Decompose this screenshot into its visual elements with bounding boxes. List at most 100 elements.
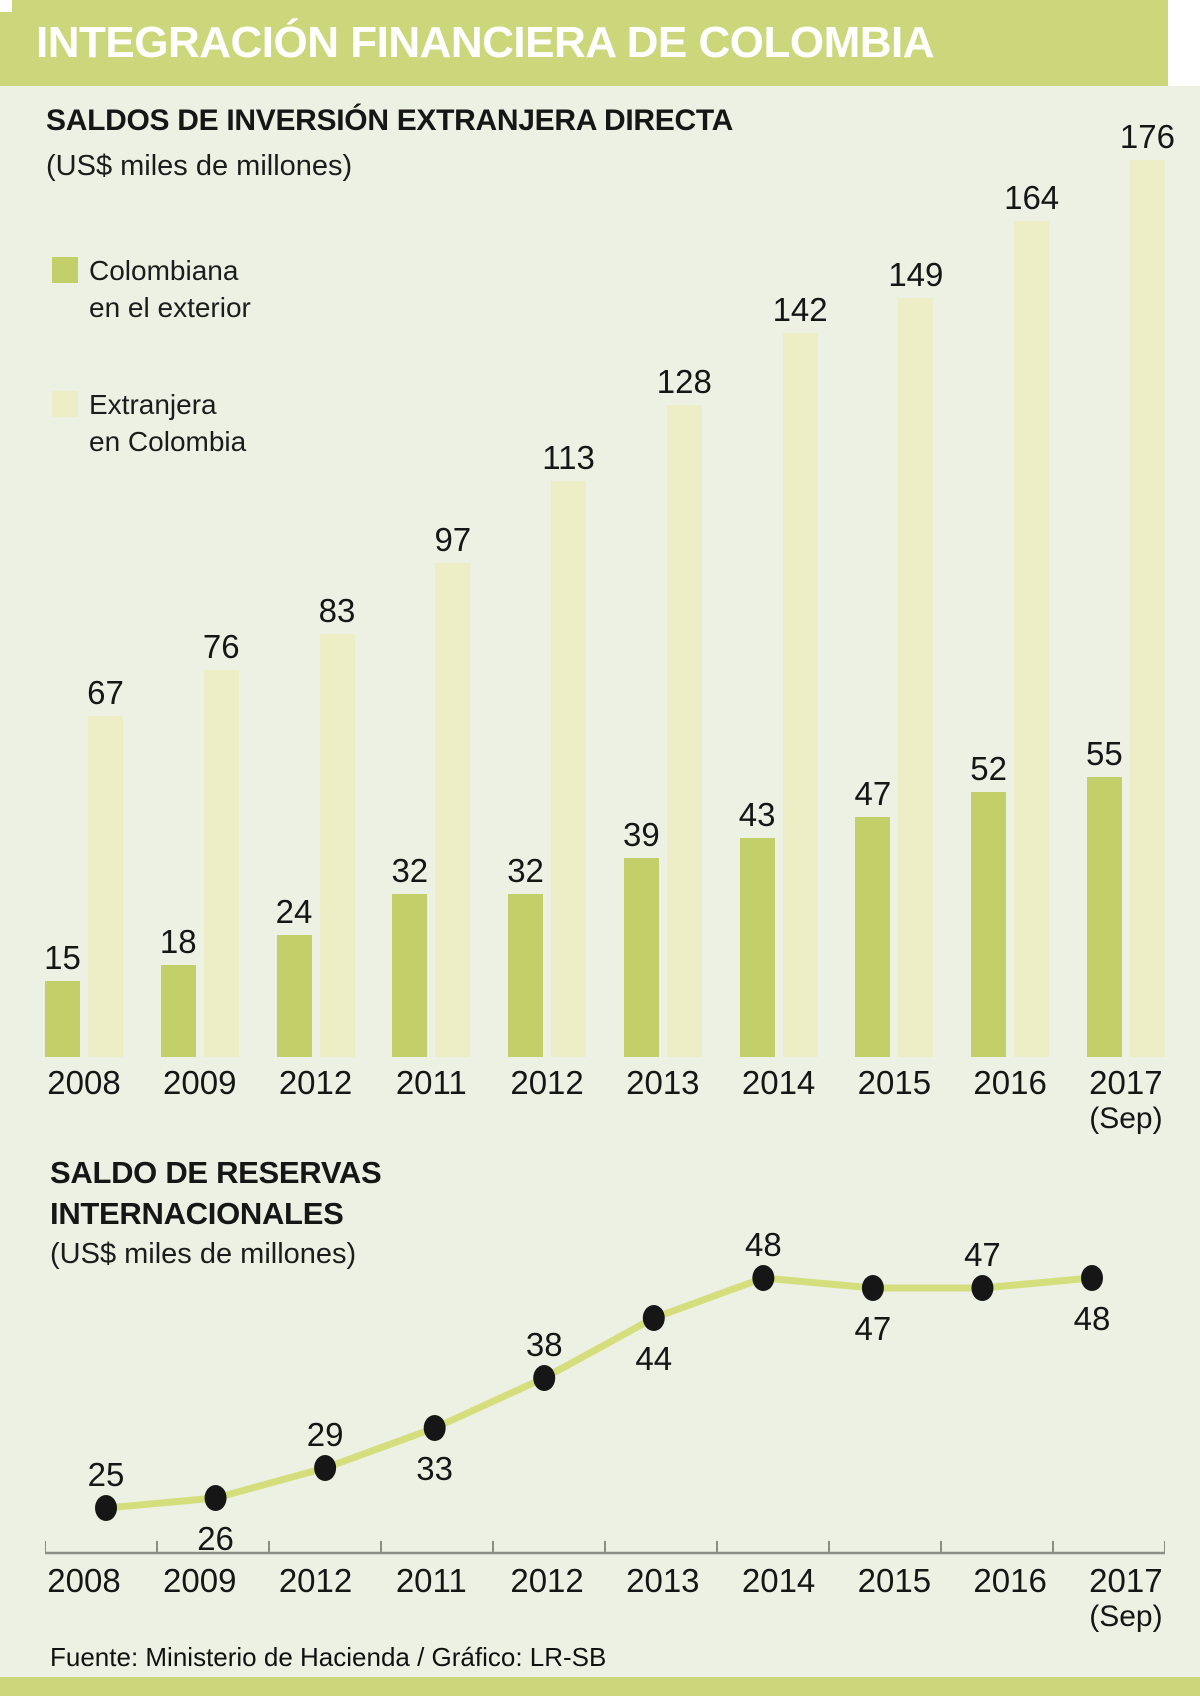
data-point-2016 — [971, 1275, 994, 1301]
bar-value-label: 97 — [434, 521, 472, 558]
bar-extranjera-2012 — [551, 481, 587, 1057]
source-credit: Fuente: Ministerio de Hacienda / Gráfico… — [50, 1642, 607, 1672]
bar-chart-title: SALDOS DE INVERSIÓN EXTRANJERA DIRECTA — [46, 104, 734, 137]
bar-value-label: 128 — [656, 363, 712, 400]
bar-value-label: 15 — [44, 939, 81, 976]
bar-value-label: 149 — [888, 256, 944, 293]
year-label-2014: 2014 — [741, 1562, 816, 1599]
legend-item-extranjera: Extranjera en Colombia — [52, 386, 246, 460]
bar-column-colombiana: 52 — [970, 751, 1007, 1057]
bar-extranjera-2017 — [1129, 160, 1165, 1057]
bar-column-colombiana: 24 — [276, 894, 312, 1057]
bar-group-2011: 32 97 — [391, 521, 472, 1057]
legend-item-colombiana: Colombiana en el exterior — [52, 252, 251, 326]
bar-column-extranjera: 176 — [1120, 119, 1175, 1057]
bar-value-label: 39 — [622, 816, 660, 853]
bar-chart: 15 67 18 76 24 83 32 97 32 113 39 128 43 142 47 149 52 16… — [44, 119, 1175, 1057]
line-chart-title-line: SALDO DE RESERVAS — [50, 1155, 382, 1190]
bar-column-colombiana: 43 — [738, 796, 776, 1057]
data-point-label: 25 — [88, 1456, 125, 1493]
bar-colombiana-2013 — [623, 858, 659, 1057]
data-point-label: 33 — [416, 1450, 453, 1487]
legend-label-line: en el exterior — [89, 292, 251, 323]
year-label-2015: 2015 — [857, 1562, 932, 1599]
bar-chart-subtitle: (US$ miles de millones) — [46, 150, 353, 182]
data-point-2011 — [423, 1415, 446, 1441]
bar-value-label: 43 — [738, 796, 776, 833]
bottom-strip — [0, 1677, 1200, 1696]
bar-group-2012: 32 113 — [507, 440, 595, 1057]
line-chart-title-line: INTERNACIONALES — [50, 1196, 344, 1231]
year-label-2012: 2012 — [510, 1562, 584, 1599]
legend-swatch-colombiana — [52, 257, 78, 283]
bar-value-label: 18 — [159, 923, 197, 960]
data-point-2009 — [204, 1485, 227, 1511]
bar-colombiana-2017 — [1086, 777, 1122, 1057]
data-point-label: 48 — [1074, 1300, 1111, 1337]
bar-value-label: 47 — [854, 775, 892, 812]
bar-colombiana-2014 — [739, 838, 775, 1057]
bar-column-colombiana: 47 — [854, 775, 892, 1057]
data-point-label: 26 — [197, 1520, 234, 1557]
year-label-2012: 2012 — [510, 1064, 584, 1101]
year-label-2008: 2008 — [47, 1562, 121, 1599]
bar-value-label: 176 — [1119, 118, 1175, 155]
bar-colombiana-2008 — [45, 981, 80, 1057]
data-point-label: 48 — [745, 1226, 782, 1263]
year-label-2009: 2009 — [163, 1562, 237, 1599]
reserves-line — [102, 1274, 1096, 1512]
bar-column-extranjera: 97 — [434, 521, 472, 1057]
year-label-2015: 2015 — [857, 1064, 932, 1101]
bar-column-extranjera: 83 — [318, 592, 356, 1057]
line-chart-title: SALDO DE RESERVAS INTERNACIONALES — [50, 1152, 382, 1234]
bar-column-extranjera: 149 — [888, 257, 943, 1057]
bar-column-extranjera: 76 — [203, 629, 240, 1057]
bar-value-label: 67 — [87, 674, 124, 711]
year-label-2011: 2011 — [395, 1064, 467, 1101]
data-point-label: 47 — [855, 1310, 892, 1347]
bar-extranjera-2015 — [898, 298, 934, 1057]
data-point-2013 — [642, 1305, 665, 1331]
bar-column-colombiana: 15 — [44, 939, 81, 1057]
bar-value-label: 32 — [391, 852, 429, 889]
bar-column-extranjera: 67 — [87, 674, 124, 1057]
bar-extranjera-2013 — [666, 405, 702, 1057]
header-band: INTEGRACIÓN FINANCIERA DE COLOMBIA — [0, 0, 1168, 86]
bar-value-label: 83 — [318, 592, 356, 629]
year-label-2016: 2016 — [973, 1064, 1047, 1101]
bar-column-extranjera: 128 — [657, 364, 712, 1057]
bar-group-2008: 15 67 — [44, 674, 124, 1057]
data-point-2015 — [861, 1275, 884, 1301]
legend-label-colombiana: Colombiana en el exterior — [89, 252, 251, 326]
bar-group-2014: 43 142 — [738, 292, 828, 1057]
data-point-label: 47 — [964, 1236, 1001, 1273]
year-label-2017: 2017 (Sep) — [1087, 1064, 1165, 1137]
line-chart-subtitle: (US$ miles de millones) — [50, 1238, 357, 1270]
bar-colombiana-2011 — [392, 894, 428, 1057]
bar-extranjera-2009 — [203, 670, 239, 1057]
bar-value-label: 32 — [507, 852, 544, 889]
bar-value-label: 55 — [1086, 735, 1123, 772]
year-label-2008: 2008 — [47, 1064, 121, 1101]
bar-extranjera-2011 — [435, 563, 471, 1057]
year-label-2011: 2011 — [395, 1562, 467, 1599]
data-point-2008 — [95, 1495, 117, 1521]
data-point-2012 — [533, 1365, 556, 1391]
bar-value-label: 113 — [542, 439, 595, 476]
bar-group-2015: 47 149 — [854, 257, 943, 1057]
legend-label-line: Extranjera — [89, 389, 217, 420]
bar-extranjera-2014 — [782, 333, 818, 1057]
bar-colombiana-2012 — [276, 935, 312, 1057]
bar-group-2017: 55 176 — [1086, 119, 1175, 1057]
year-note: (Sep) — [1089, 1102, 1163, 1135]
bar-value-label: 142 — [772, 291, 828, 328]
data-point-2014 — [752, 1265, 775, 1291]
page-title: INTEGRACIÓN FINANCIERA DE COLOMBIA — [36, 18, 935, 67]
data-point-label: 38 — [526, 1326, 563, 1363]
bar-column-colombiana: 18 — [159, 923, 197, 1057]
bar-column-colombiana: 32 — [391, 852, 429, 1057]
bar-column-colombiana: 39 — [622, 816, 660, 1057]
data-point-2012 — [314, 1455, 337, 1481]
bar-group-2016: 52 164 — [970, 180, 1059, 1057]
year-label-2012: 2012 — [278, 1064, 353, 1101]
